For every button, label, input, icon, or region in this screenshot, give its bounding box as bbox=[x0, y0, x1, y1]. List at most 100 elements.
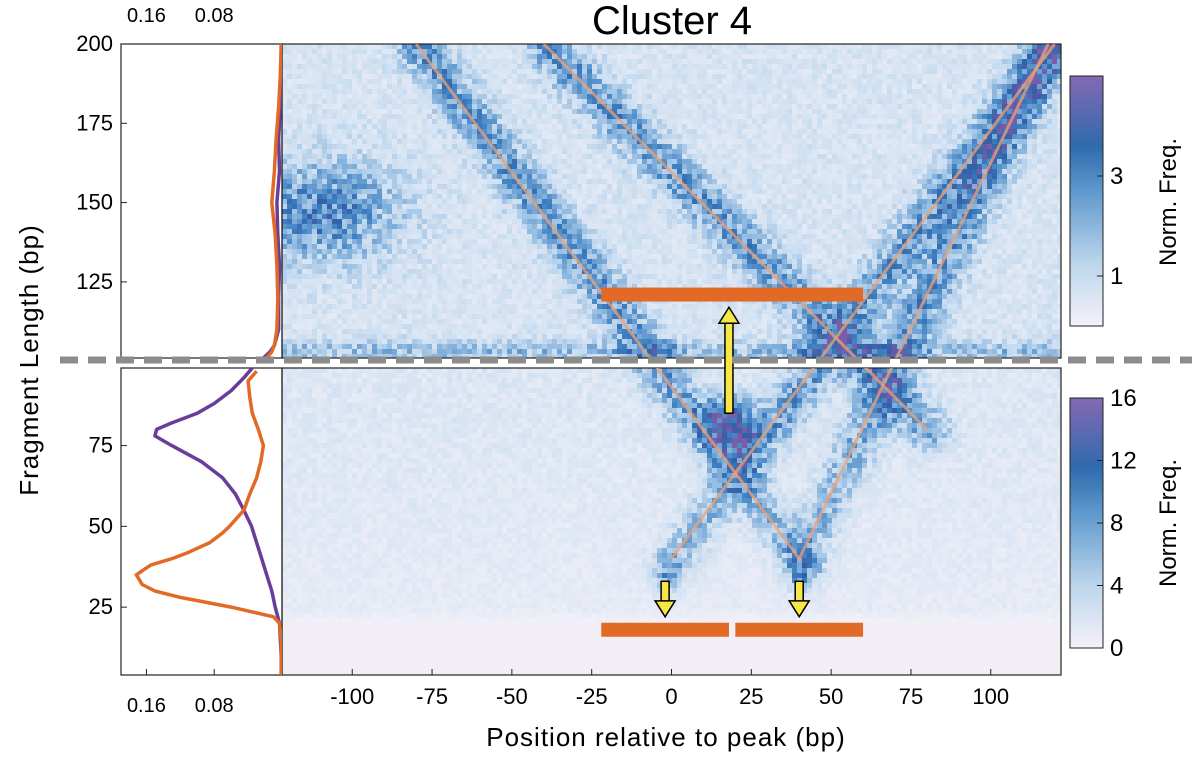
heatmap-cell bbox=[327, 174, 332, 179]
heatmap-cell bbox=[857, 104, 862, 109]
heatmap-cell bbox=[902, 189, 907, 194]
heatmap-cell bbox=[427, 49, 432, 54]
heatmap-cell bbox=[627, 54, 632, 59]
heatmap-cell bbox=[967, 134, 972, 139]
heatmap-cell bbox=[842, 114, 847, 119]
heatmap-cell bbox=[317, 84, 322, 89]
heatmap-cell bbox=[917, 124, 922, 129]
heatmap-cell bbox=[702, 189, 707, 194]
heatmap-cell bbox=[697, 89, 702, 94]
heatmap-cell bbox=[647, 64, 652, 69]
heatmap-cell bbox=[592, 44, 597, 49]
heatmap-cell bbox=[817, 104, 822, 109]
heatmap-cell bbox=[422, 134, 427, 139]
heatmap-cell bbox=[442, 199, 447, 204]
heatmap-cell bbox=[812, 99, 817, 104]
heatmap-cell bbox=[507, 189, 512, 194]
heatmap-cell bbox=[597, 159, 602, 164]
heatmap-cell bbox=[792, 99, 797, 104]
heatmap-cell bbox=[727, 94, 732, 99]
heatmap-cell bbox=[917, 119, 922, 124]
heatmap-cell bbox=[812, 154, 817, 159]
heatmap-cell bbox=[382, 44, 387, 49]
heatmap-cell bbox=[597, 154, 602, 159]
heatmap-cell bbox=[917, 89, 922, 94]
heatmap-cell bbox=[522, 44, 527, 49]
heatmap-cell bbox=[367, 94, 372, 99]
heatmap-cell bbox=[817, 154, 822, 159]
heatmap-cell bbox=[662, 69, 667, 74]
heatmap-cell bbox=[922, 89, 927, 94]
heatmap-cell bbox=[752, 124, 757, 129]
heatmap-cell bbox=[902, 64, 907, 69]
heatmap-cell bbox=[852, 99, 857, 104]
heatmap-cell bbox=[922, 179, 927, 184]
heatmap-cell bbox=[967, 119, 972, 124]
heatmap-cell bbox=[702, 114, 707, 119]
heatmap-cell bbox=[467, 59, 472, 64]
heatmap-cell bbox=[867, 154, 872, 159]
heatmap-cell bbox=[397, 134, 402, 139]
heatmap-cell bbox=[697, 109, 702, 114]
heatmap-cell bbox=[402, 189, 407, 194]
heatmap-cell bbox=[762, 109, 767, 114]
heatmap-cell bbox=[547, 44, 552, 49]
heatmap-cell bbox=[957, 44, 962, 49]
heatmap-cell bbox=[367, 114, 372, 119]
heatmap-cell bbox=[492, 49, 497, 54]
heatmap-cell bbox=[827, 59, 832, 64]
heatmap-cell bbox=[467, 69, 472, 74]
heatmap-cell bbox=[307, 59, 312, 64]
heatmap-cell bbox=[1052, 189, 1057, 194]
heatmap-cell bbox=[652, 189, 657, 194]
heatmap-cell bbox=[987, 179, 992, 184]
heatmap-cell bbox=[612, 79, 617, 84]
heatmap-cell bbox=[337, 59, 342, 64]
heatmap-cell bbox=[972, 179, 977, 184]
heatmap-cell bbox=[297, 204, 302, 209]
heatmap-cell bbox=[732, 159, 737, 164]
heatmap-cell bbox=[1057, 79, 1061, 84]
heatmap-cell bbox=[352, 99, 357, 104]
heatmap-cell bbox=[637, 174, 642, 179]
heatmap-cell bbox=[427, 184, 432, 189]
heatmap-cell bbox=[332, 69, 337, 74]
heatmap-cell bbox=[462, 199, 467, 204]
heatmap-cell bbox=[932, 179, 937, 184]
heatmap-cell bbox=[882, 104, 887, 109]
heatmap-cell bbox=[912, 184, 917, 189]
heatmap-cell bbox=[412, 119, 417, 124]
heatmap-cell bbox=[1042, 169, 1047, 174]
heatmap-cell bbox=[862, 164, 867, 169]
heatmap-cell bbox=[472, 74, 477, 79]
heatmap-cell bbox=[582, 159, 587, 164]
heatmap-cell bbox=[602, 189, 607, 194]
heatmap-cell bbox=[367, 139, 372, 144]
heatmap-cell bbox=[667, 74, 672, 79]
heatmap-cell bbox=[947, 139, 952, 144]
heatmap-cell bbox=[992, 149, 997, 154]
heatmap-cell bbox=[732, 99, 737, 104]
heatmap-cell bbox=[602, 119, 607, 124]
heatmap-cell bbox=[682, 129, 687, 134]
heatmap-cell bbox=[327, 44, 332, 49]
heatmap-cell bbox=[702, 44, 707, 49]
heatmap-cell bbox=[1017, 114, 1022, 119]
heatmap-cell bbox=[682, 174, 687, 179]
heatmap-cell bbox=[292, 199, 297, 204]
heatmap-cell bbox=[972, 64, 977, 69]
heatmap-cell bbox=[692, 149, 697, 154]
heatmap-cell bbox=[977, 154, 982, 159]
heatmap-cell bbox=[322, 169, 327, 174]
heatmap-cell bbox=[442, 144, 447, 149]
heatmap-cell bbox=[627, 124, 632, 129]
heatmap-cell bbox=[672, 139, 677, 144]
heatmap-cell bbox=[952, 124, 957, 129]
heatmap-cell bbox=[857, 124, 862, 129]
heatmap-cell bbox=[427, 169, 432, 174]
heatmap-cell bbox=[902, 159, 907, 164]
heatmap-cell bbox=[612, 149, 617, 154]
heatmap-cell bbox=[932, 149, 937, 154]
heatmap-cell bbox=[832, 59, 837, 64]
heatmap-cell bbox=[1047, 129, 1052, 134]
